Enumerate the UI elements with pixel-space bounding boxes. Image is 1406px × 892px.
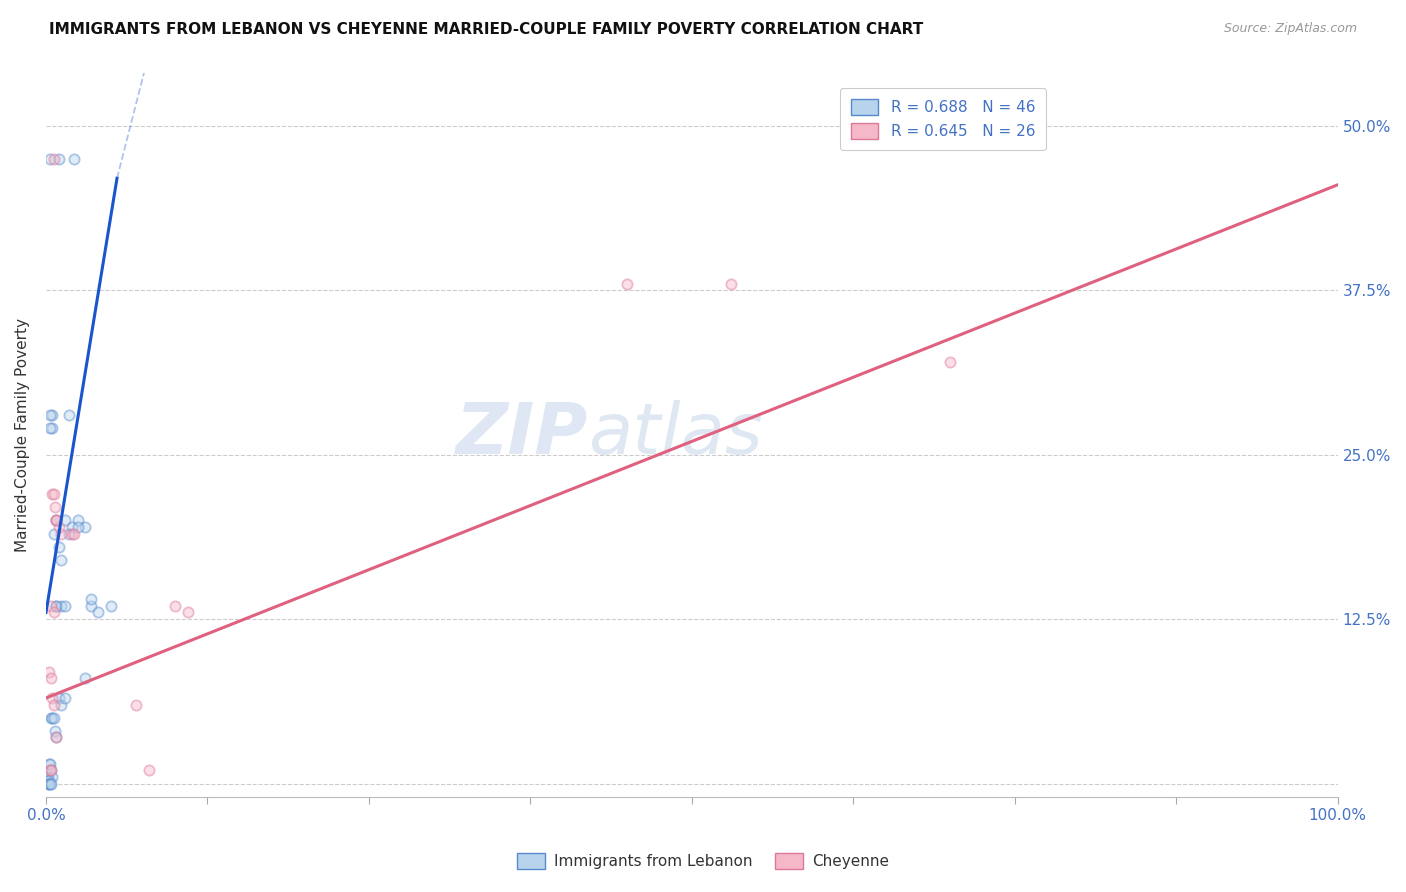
Point [44,500,66,515]
Point [41,487,63,501]
Point [42,526,65,541]
Point [100,599,122,613]
Point [37,776,59,790]
Point [44,723,66,738]
Point [41,690,63,705]
Point [53,599,76,613]
Point [45,513,67,527]
Point [939,355,962,369]
Point [616,277,638,291]
Text: ZIP: ZIP [456,401,589,469]
Legend: R = 0.688   N = 46, R = 0.645   N = 26: R = 0.688 N = 46, R = 0.645 N = 26 [841,87,1046,150]
Point [42,698,65,712]
Point [60,526,83,541]
Point [80,592,103,607]
Point [720,277,742,291]
Point [42,152,65,166]
Point [38,776,60,790]
Point [45,513,67,527]
Point [48,540,70,554]
Point [86,606,108,620]
Point [38,408,60,422]
Point [39,671,62,685]
Point [125,698,148,712]
Point [51,599,73,613]
Point [63,526,86,541]
Point [38,756,60,771]
Point [42,487,65,501]
Point [41,408,63,422]
Text: atlas: atlas [589,401,763,469]
Point [41,770,63,784]
Point [45,731,67,745]
Text: IMMIGRANTS FROM LEBANON VS CHEYENNE MARRIED-COUPLE FAMILY POVERTY CORRELATION CH: IMMIGRANTS FROM LEBANON VS CHEYENNE MARR… [49,22,924,37]
Point [58,526,80,541]
Point [45,731,67,745]
Point [41,421,63,435]
Point [45,513,67,527]
Point [60,520,83,534]
Point [38,665,60,679]
Point [38,764,60,778]
Point [39,711,62,725]
Point [165,599,187,613]
Point [38,152,60,166]
Point [177,606,200,620]
Point [37,770,59,784]
Point [73,671,96,685]
Point [38,772,60,787]
Text: Source: ZipAtlas.com: Source: ZipAtlas.com [1223,22,1357,36]
Point [38,776,60,790]
Point [63,152,86,166]
Point [39,764,62,778]
Point [51,553,73,567]
Point [38,756,60,771]
Point [37,773,59,788]
Point [41,711,63,725]
Point [39,599,62,613]
Point [58,408,80,422]
Legend: Immigrants from Lebanon, Cheyenne: Immigrants from Lebanon, Cheyenne [510,847,896,875]
Y-axis label: Married-Couple Family Poverty: Married-Couple Family Poverty [15,318,30,552]
Point [67,520,90,534]
Point [48,152,70,166]
Point [42,711,65,725]
Point [51,698,73,712]
Point [73,520,96,534]
Point [45,599,67,613]
Point [138,764,160,778]
Point [39,776,62,790]
Point [53,513,76,527]
Point [48,520,70,534]
Point [53,690,76,705]
Point [67,513,90,527]
Point [80,599,103,613]
Point [38,421,60,435]
Point [51,526,73,541]
Point [48,690,70,705]
Point [42,606,65,620]
Point [39,764,62,778]
Point [45,599,67,613]
